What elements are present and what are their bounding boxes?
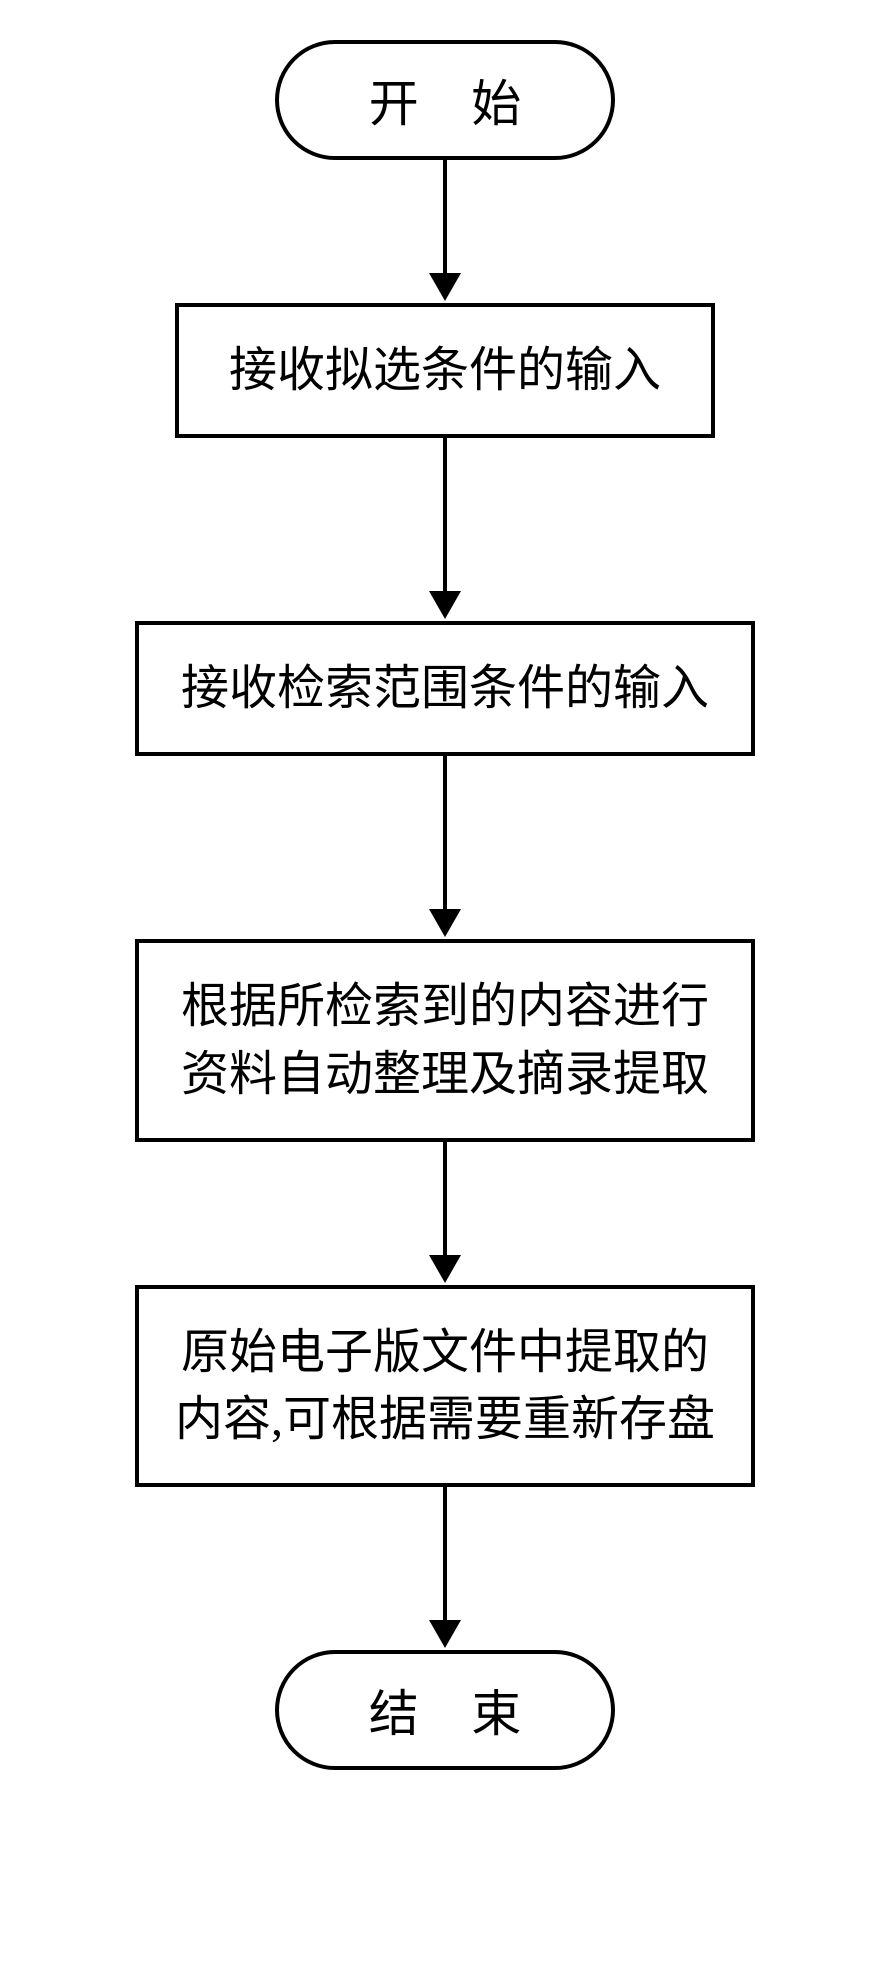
end-node: 结 束 [275,1650,615,1770]
step4-node: 原始电子版文件中提取的内容,可根据需要重新存盘 [135,1285,755,1487]
arrow-2 [95,438,795,621]
step3-node: 根据所检索到的内容进行资料自动整理及摘录提取 [135,939,755,1141]
arrow-5 [95,1487,795,1650]
end-label: 结 束 [349,1674,542,1746]
step1-node: 接收拟选条件的输入 [175,303,715,438]
start-node: 开 始 [275,40,615,160]
arrow-1 [95,160,795,303]
step3-label: 根据所检索到的内容进行资料自动整理及摘录提取 [169,973,721,1107]
flowchart-container: 开 始 接收拟选条件的输入 接收检索范围条件的输入 根据所检索到的内容进行资料自… [95,40,795,1770]
arrow-4 [95,1142,795,1285]
step4-label: 原始电子版文件中提取的内容,可根据需要重新存盘 [169,1319,721,1453]
arrow-3 [95,756,795,939]
step1-label: 接收拟选条件的输入 [229,337,661,404]
step2-label: 接收检索范围条件的输入 [181,655,709,722]
start-label: 开 始 [349,64,542,136]
step2-node: 接收检索范围条件的输入 [135,621,755,756]
